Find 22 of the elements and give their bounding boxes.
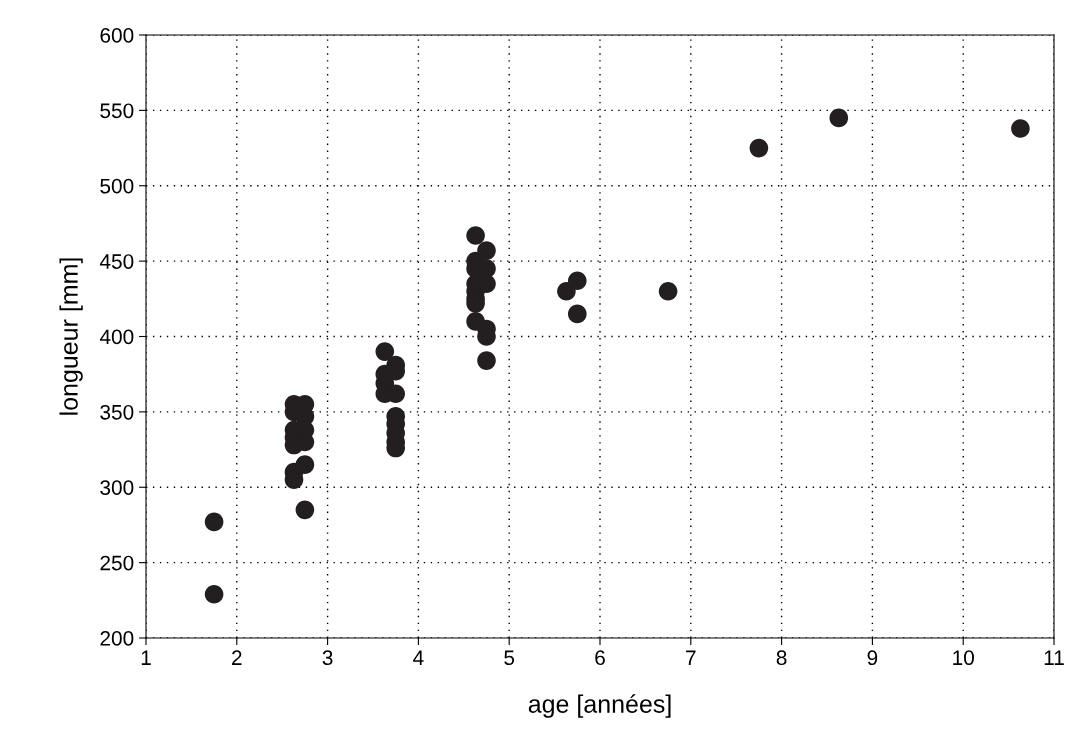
x-tick-label: 5 (504, 650, 515, 666)
x-tick-label: 6 (595, 650, 605, 666)
y-tick-label: 550 (100, 103, 134, 119)
x-tick-label: 3 (322, 650, 333, 666)
x-tick-label: 8 (776, 650, 787, 666)
y-tick-label: 350 (100, 404, 134, 420)
x-axis-title: age [années] (528, 694, 671, 718)
y-tick-label: 400 (99, 329, 134, 345)
x-tick-label: 9 (867, 650, 878, 666)
x-tick-label: 7 (686, 650, 696, 665)
x-tick-label: 1 (141, 650, 151, 665)
y-tick-label: 600 (100, 28, 134, 43)
y-tick-label: 500 (100, 178, 134, 194)
y-tick-label: 250 (100, 555, 134, 571)
y-tick-label: 450 (99, 254, 134, 269)
y-tick-label: 300 (100, 480, 134, 495)
y-tick-label: 200 (100, 631, 134, 646)
x-tick-label: 11 (1044, 650, 1064, 665)
y-axis-title: longueur [mm] (59, 258, 83, 415)
x-tick-label: 10 (953, 650, 974, 666)
x-tick-label: 4 (413, 650, 424, 665)
x-tick-label: 2 (232, 650, 242, 665)
